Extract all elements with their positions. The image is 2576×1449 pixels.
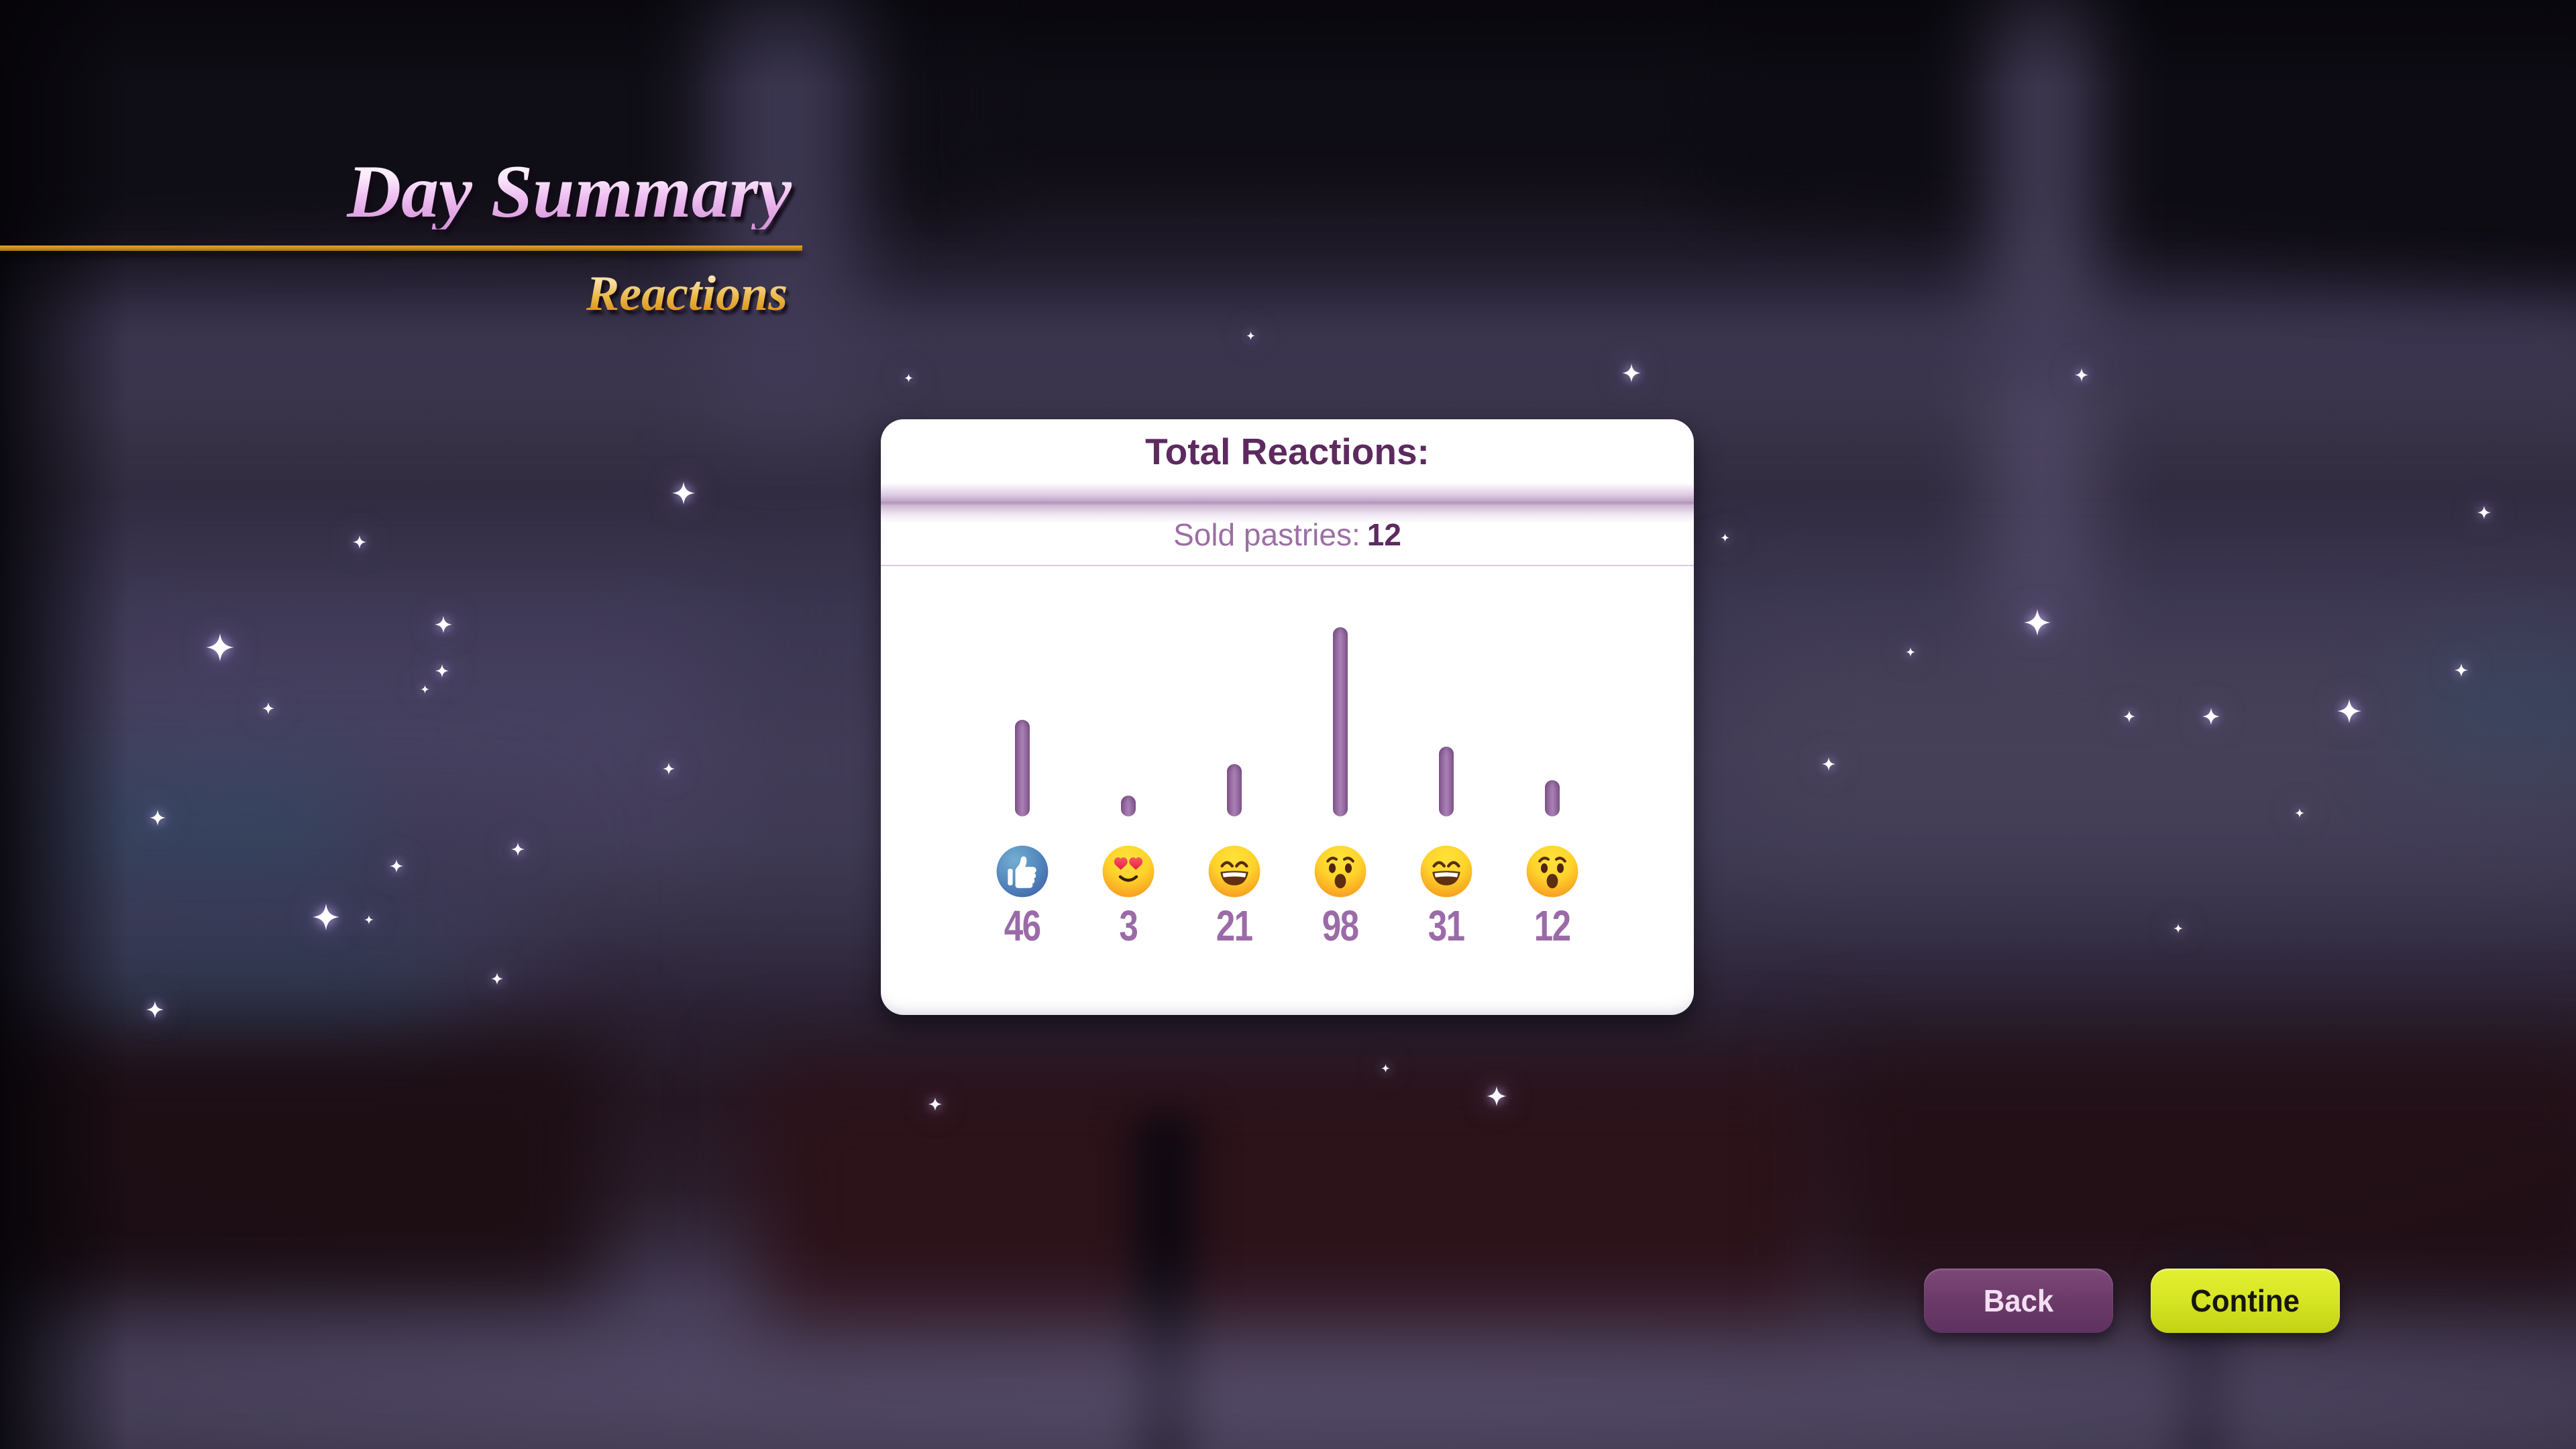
sold-pastries-value: 12 — [1366, 517, 1401, 552]
reaction-column-4-wow: 98 — [1287, 568, 1393, 1015]
card-title: Total Reactions: — [1145, 431, 1430, 472]
surprised-wow-icon — [1525, 845, 1579, 898]
thumbs-up-like-icon — [996, 845, 1049, 898]
reaction-bar-track — [1545, 568, 1560, 816]
reaction-column-1-like: 46 — [969, 568, 1075, 1015]
sparkle-star — [1622, 364, 1641, 382]
card-divider-ridge — [881, 483, 1694, 523]
reaction-count: 46 — [1004, 902, 1041, 950]
sparkle-star — [364, 915, 374, 924]
continue-button-label: Contine — [2190, 1283, 2300, 1318]
sparkle-star — [491, 973, 503, 985]
title-underline — [0, 246, 802, 251]
sparkle-star — [150, 810, 166, 826]
reaction-column-6-wow: 12 — [1499, 568, 1605, 1015]
sparkle-star — [420, 684, 429, 694]
reaction-bar — [1015, 720, 1030, 816]
sparkle-star — [1381, 1063, 1390, 1073]
sparkle-star — [1246, 331, 1255, 340]
sparkle-star — [435, 616, 452, 633]
sparkle-star — [146, 1001, 164, 1018]
reaction-column-2-love: 3 — [1075, 568, 1181, 1015]
sparkle-star — [511, 843, 525, 856]
sparkle-star — [313, 904, 339, 930]
sparkle-star — [2174, 924, 2183, 933]
laughing-haha-icon — [1208, 845, 1261, 898]
sparkle-star — [353, 535, 366, 549]
reactions-bar-chart: 46 3 21 98 31 12 — [881, 568, 1694, 1015]
sparkle-star — [2455, 663, 2468, 677]
sparkle-star — [1822, 757, 1835, 771]
back-button-label: Back — [1983, 1283, 2054, 1318]
sold-pastries-label: Sold pastries: — [1173, 517, 1360, 552]
sparkle-star — [928, 1097, 942, 1111]
back-button[interactable]: Back — [1924, 1269, 2113, 1333]
reaction-bar-track — [1121, 568, 1136, 816]
reaction-count: 3 — [1119, 902, 1138, 950]
sparkle-star — [2024, 609, 2051, 636]
sparkle-star — [390, 859, 403, 873]
total-reactions-card: Total Reactions: Sold pastries: 12 46 3 2… — [881, 419, 1694, 1015]
reaction-bar — [1121, 796, 1136, 816]
reaction-bar — [1439, 747, 1454, 816]
reaction-bar-track — [1227, 568, 1242, 816]
page-title: Day Summary — [0, 154, 792, 229]
sparkle-star — [672, 482, 695, 504]
reaction-count: 98 — [1322, 902, 1359, 950]
sparkle-star — [1906, 647, 1915, 657]
reaction-bar — [1545, 780, 1560, 816]
sparkle-star — [435, 664, 449, 678]
page-subtitle: Reactions — [0, 266, 788, 321]
sparkle-star — [2123, 710, 2135, 722]
sparkle-star — [663, 763, 675, 775]
sparkle-star — [262, 702, 274, 714]
reaction-column-5-haha: 31 — [1393, 568, 1499, 1015]
reaction-count: 12 — [1534, 902, 1571, 950]
sparkle-star — [206, 633, 234, 661]
heart-eyes-love-icon — [1102, 845, 1155, 898]
continue-button[interactable]: Contine — [2151, 1269, 2340, 1333]
reaction-column-3-haha: 21 — [1181, 568, 1287, 1015]
reaction-bar-track — [1439, 568, 1454, 816]
card-divider-thin — [881, 565, 1694, 566]
reaction-count: 31 — [1428, 902, 1465, 950]
sold-pastries-row: Sold pastries: 12 — [881, 515, 1694, 555]
sparkle-star — [2337, 699, 2361, 723]
sparkle-star — [1487, 1086, 1507, 1106]
sparkle-star — [2075, 368, 2088, 382]
reaction-bar-track — [1015, 568, 1030, 816]
reaction-bar-track — [1333, 568, 1348, 816]
laughing-haha-icon — [1419, 845, 1473, 898]
sparkle-star — [2295, 808, 2304, 818]
sparkle-star — [1720, 533, 1729, 542]
surprised-wow-icon — [1313, 845, 1367, 898]
reaction-bar — [1227, 764, 1242, 816]
reaction-count: 21 — [1216, 902, 1253, 950]
reaction-bar — [1333, 627, 1348, 816]
sparkle-star — [2202, 708, 2220, 725]
sparkle-star — [2477, 506, 2491, 519]
sparkle-star — [904, 373, 913, 382]
